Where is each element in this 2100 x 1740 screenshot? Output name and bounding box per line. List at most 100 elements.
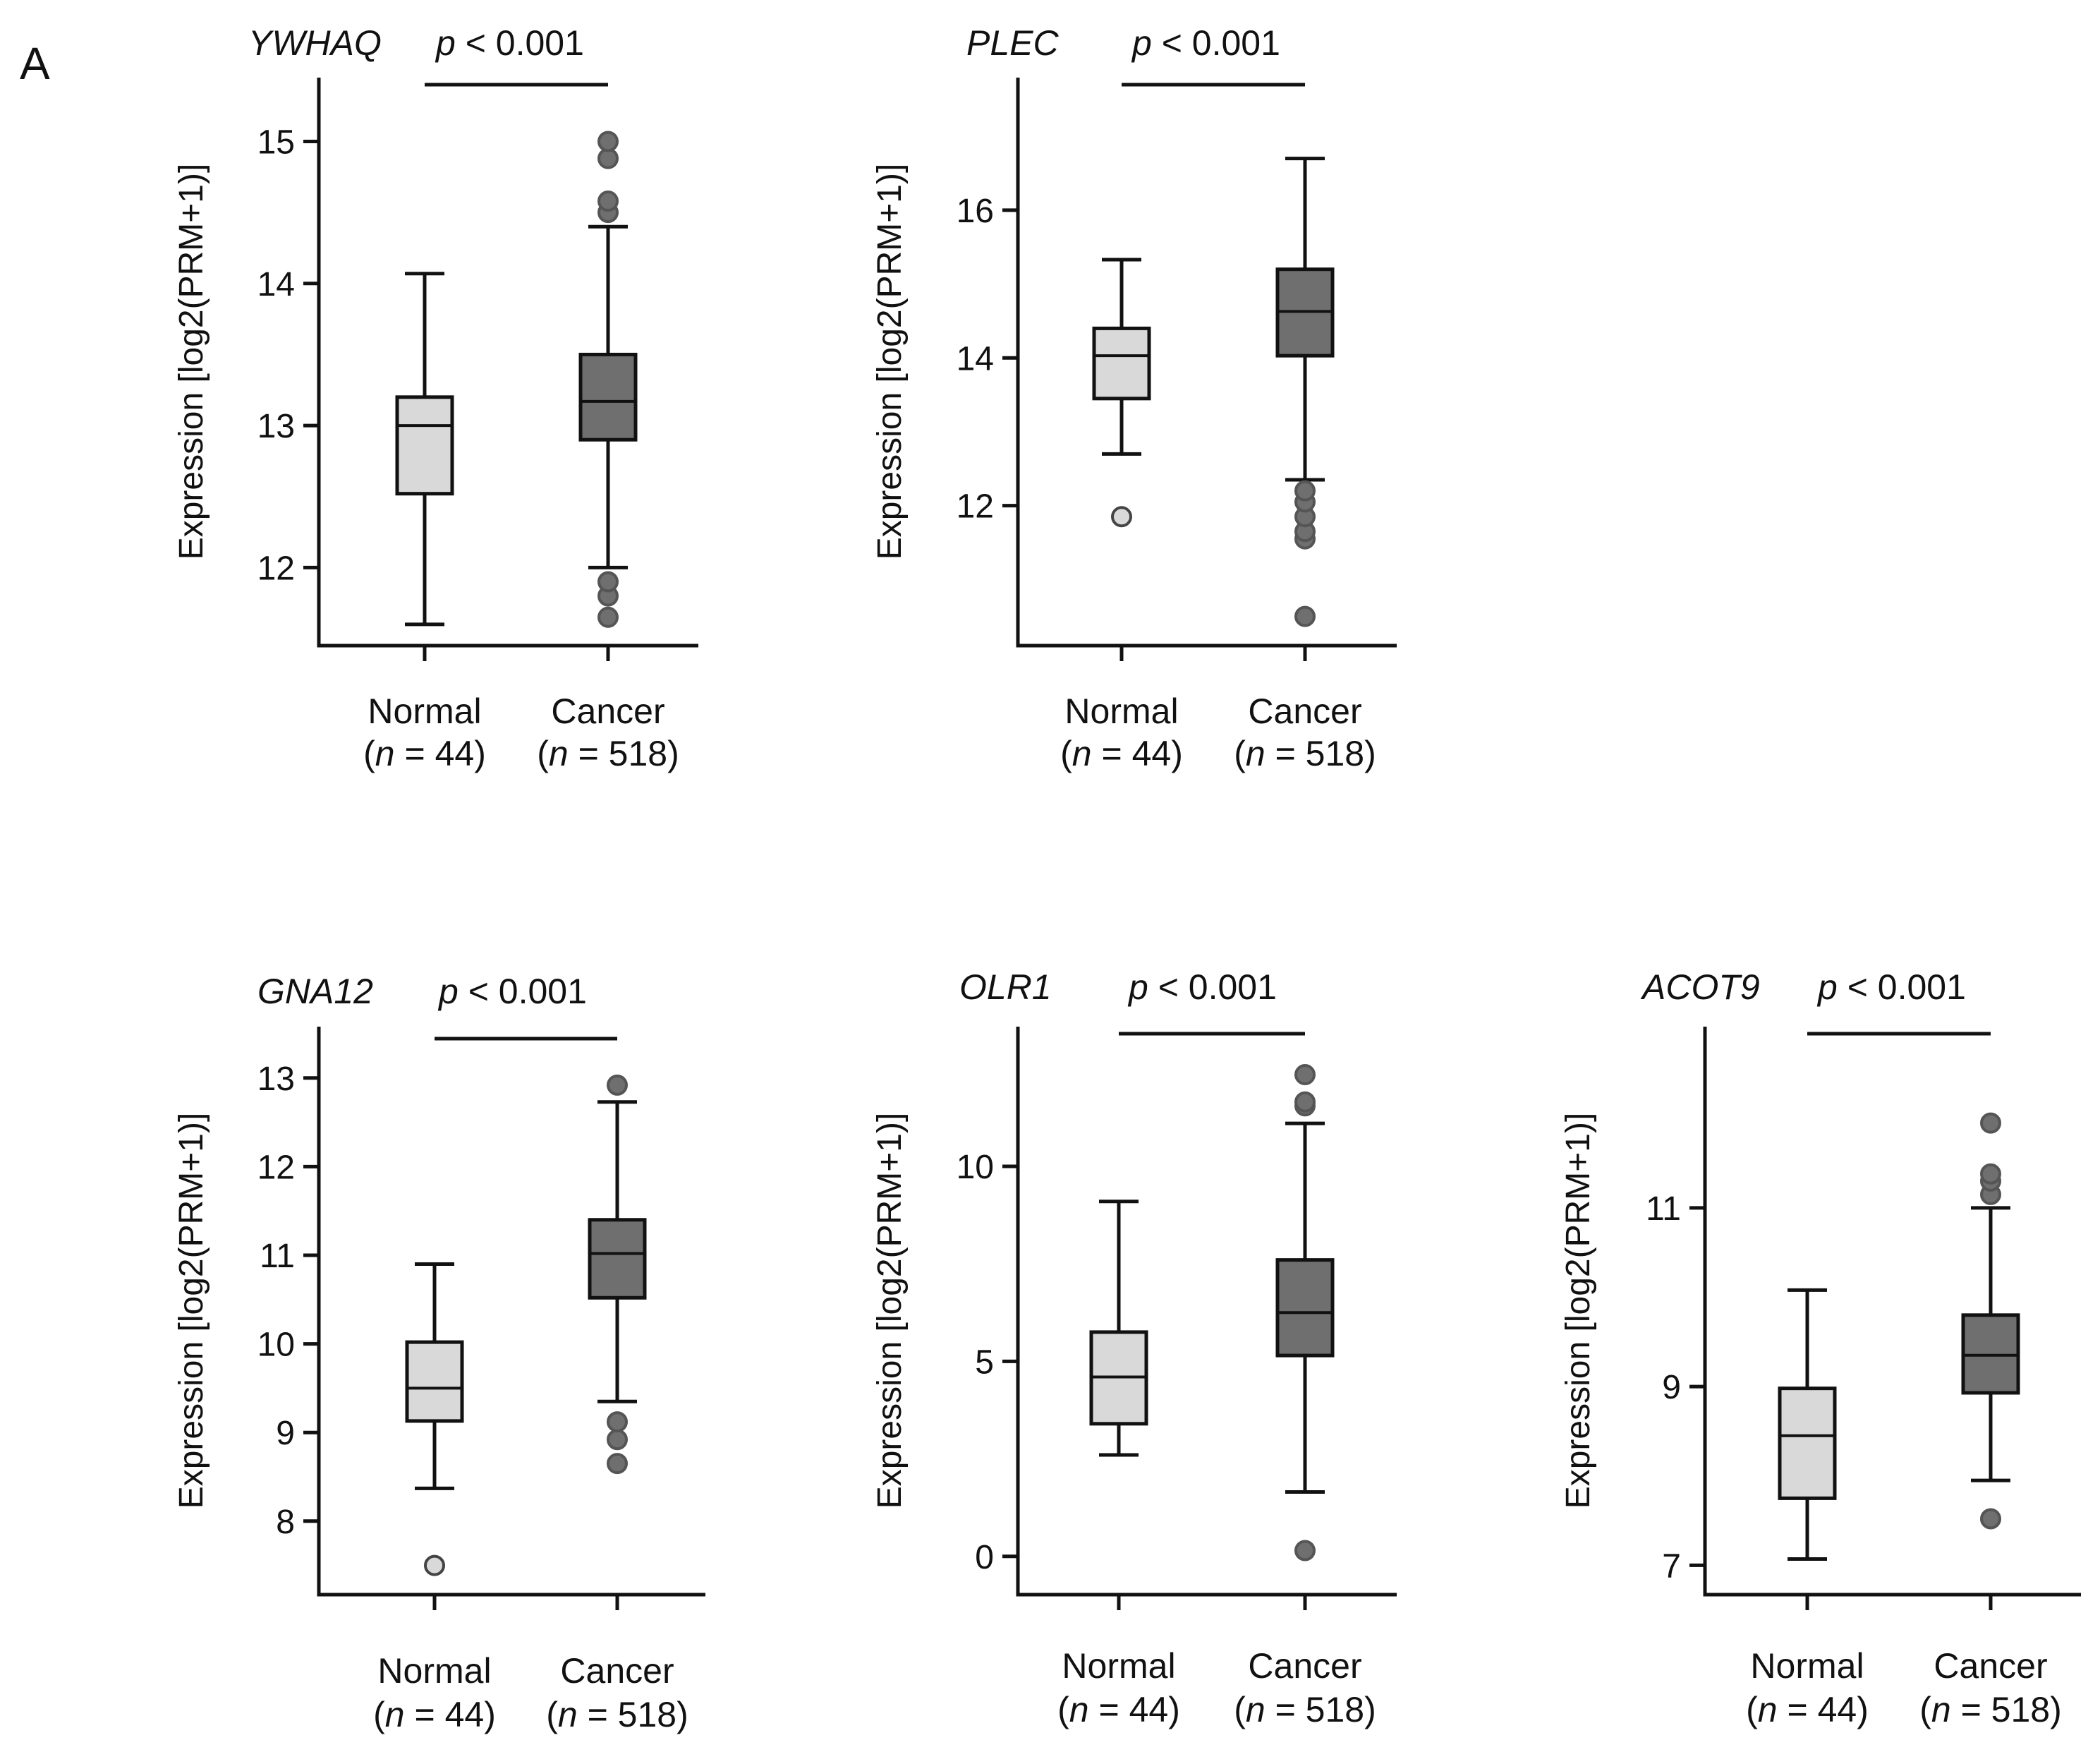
iqr-box	[588, 1218, 647, 1300]
box-normal: Normal (n = 44)	[1746, 1288, 1869, 1729]
p-value: p < 0.001	[435, 23, 584, 63]
gene-title: GNA12	[257, 972, 373, 1011]
iqr-box	[1778, 1386, 1837, 1500]
category-label: Cancer	[551, 691, 664, 731]
outlier-point	[607, 1429, 628, 1451]
sample-size-label: (n = 518)	[1234, 734, 1376, 773]
gene-title: OLR1	[959, 967, 1052, 1007]
iqr-box	[405, 1340, 464, 1423]
p-value: p < 0.001	[1131, 23, 1280, 63]
gene-title: PLEC	[966, 23, 1060, 63]
y-tick-label: 10	[257, 1327, 295, 1364]
y-axis-label: Expression [log2(PRM+1)]	[173, 1113, 210, 1509]
y-tick-label: 9	[276, 1415, 295, 1452]
y-tick-label: 5	[975, 1343, 994, 1381]
panel-label: A	[20, 38, 50, 89]
y-axis-label: Expression [log2(PRM+1)]	[173, 164, 210, 560]
outlier-point	[1294, 480, 1316, 502]
sample-size-label: (n = 518)	[1919, 1690, 2062, 1729]
outlier-point	[597, 131, 619, 152]
p-value: p < 0.001	[437, 972, 587, 1011]
box-cancer: Cancer (n = 518)	[1919, 1112, 2062, 1729]
axes	[317, 78, 698, 648]
chart-plec: 12 14 16 Expression [log2(PRM+1)] PLEC p < 0.…	[871, 23, 1397, 773]
box-cancer: Cancer (n = 518)	[546, 1074, 688, 1734]
box-cancer: Cancer (n = 518)	[1234, 1064, 1376, 1729]
y-tick-label: 16	[957, 193, 994, 230]
category-label: Cancer	[1934, 1646, 2047, 1686]
chart-gna12: 8 9 10 11 12 13 Expression [log2(PRM+1)] GNA12 p…	[173, 972, 705, 1734]
outlier-point	[1294, 1091, 1316, 1113]
box-normal: Normal(n = 44)	[1060, 258, 1183, 773]
iqr-box	[1275, 1258, 1335, 1358]
box-cancer: Cancer(n = 518)	[1234, 157, 1376, 773]
axes	[1703, 1027, 2081, 1597]
y-tick-label: 13	[257, 408, 295, 445]
outlier-point	[607, 1074, 628, 1096]
y-tick-label: 15	[257, 124, 295, 162]
iqr-box	[395, 395, 454, 496]
category-label: Normal	[368, 691, 481, 731]
outlier-point	[597, 147, 619, 169]
box-normal: Normal (n = 44)	[1057, 1200, 1180, 1729]
outlier-point	[1294, 605, 1316, 627]
outlier-point	[424, 1554, 445, 1576]
y-tick-label: 0	[975, 1539, 994, 1576]
category-label: Normal	[377, 1651, 491, 1691]
category-label: Normal	[1064, 691, 1178, 731]
axes	[1016, 78, 1397, 648]
y-axis-label: Expression [log2(PRM+1)]	[871, 164, 909, 560]
outlier-point	[1980, 1163, 2001, 1185]
category-label: Cancer	[560, 1651, 674, 1691]
sample-size-label: (n = 44)	[363, 734, 486, 773]
gene-title: YWHAQ	[248, 23, 382, 63]
p-value: p < 0.001	[1816, 967, 1966, 1007]
box-normal: Normal(n = 44)	[363, 272, 486, 773]
sample-size-label: (n = 518)	[1234, 1690, 1376, 1729]
outlier-point	[1111, 506, 1132, 528]
category-label: Normal	[1062, 1646, 1175, 1686]
chart-ywhaq: 12 13 14 15 Expression [log2(PRM+1)] YWHAQ p <…	[173, 23, 698, 773]
y-axis-label: Expression [log2(PRM+1)]	[871, 1113, 909, 1509]
y-tick-label: 14	[957, 340, 994, 377]
chart-acot9: 7 9 11 Expression [log2(PRM+1)] ACOT9 p < 0.0…	[1560, 967, 2081, 1729]
y-tick-label: 8	[276, 1504, 295, 1541]
category-label: Cancer	[1248, 1646, 1361, 1686]
sample-size-label: (n = 44)	[1057, 1690, 1180, 1729]
box-normal: Normal (n = 44)	[373, 1262, 496, 1734]
outlier-point	[597, 191, 619, 212]
axes	[317, 1027, 705, 1597]
y-axis-label: Expression [log2(PRM+1)]	[1560, 1113, 1597, 1509]
outlier-point	[607, 1411, 628, 1433]
p-value: p < 0.001	[1127, 967, 1277, 1007]
box-cancer: Cancer(n = 518)	[537, 131, 679, 773]
y-tick-label: 12	[257, 550, 295, 587]
y-tick-label: 10	[957, 1149, 994, 1186]
y-tick-label: 14	[257, 266, 295, 303]
outlier-point	[597, 606, 619, 628]
y-tick-label: 7	[1662, 1547, 1681, 1585]
gene-title: ACOT9	[1640, 967, 1760, 1007]
chart-olr1: 0 5 10 Expression [log2(PRM+1)] OLR1 p < 0.00…	[871, 967, 1397, 1729]
category-label: Cancer	[1248, 691, 1361, 731]
y-tick-label: 11	[1646, 1190, 1681, 1228]
sample-size-label: (n = 44)	[373, 1695, 496, 1734]
y-tick-label: 13	[257, 1061, 295, 1098]
outlier-point	[1980, 1508, 2001, 1530]
y-tick-label: 9	[1662, 1369, 1681, 1406]
iqr-box	[1092, 326, 1151, 401]
outlier-point	[597, 571, 619, 593]
sample-size-label: (n = 518)	[537, 734, 679, 773]
outlier-point	[607, 1453, 628, 1475]
axes	[1016, 1027, 1397, 1597]
outlier-point	[1294, 1064, 1316, 1086]
sample-size-label: (n = 44)	[1060, 734, 1183, 773]
sample-size-label: (n = 44)	[1746, 1690, 1869, 1729]
outlier-point	[1294, 1540, 1316, 1561]
y-tick-label: 12	[957, 488, 994, 526]
iqr-box	[578, 352, 638, 442]
sample-size-label: (n = 518)	[546, 1695, 688, 1734]
category-label: Normal	[1750, 1646, 1864, 1686]
outlier-point	[1980, 1112, 2001, 1134]
